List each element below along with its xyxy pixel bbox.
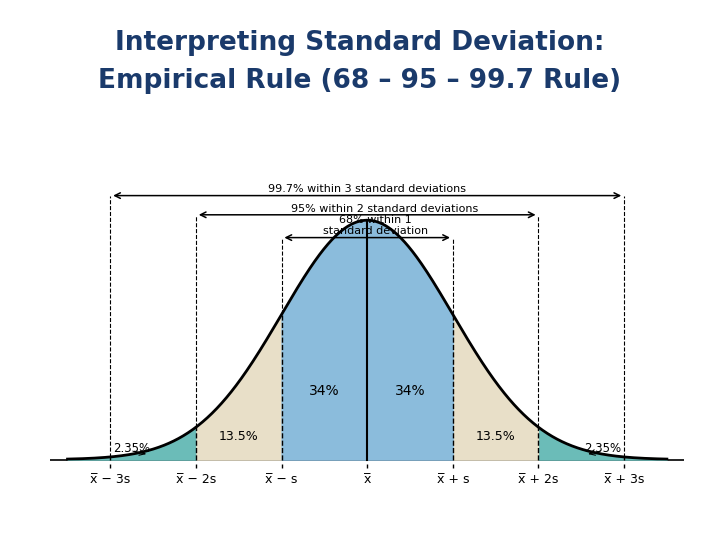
Text: 2.35%: 2.35%	[584, 442, 621, 455]
Text: Interpreting Standard Deviation:: Interpreting Standard Deviation:	[115, 30, 605, 56]
Text: Copyright © 2015, 2012, and 2009 Pearson Education, Inc.: Copyright © 2015, 2012, and 2009 Pearson…	[179, 517, 426, 526]
Text: 146: 146	[685, 516, 705, 526]
Text: 13.5%: 13.5%	[476, 430, 516, 443]
Text: 99.7% within 3 standard deviations: 99.7% within 3 standard deviations	[268, 184, 467, 194]
Text: PEARSON: PEARSON	[582, 512, 678, 530]
Text: Empirical Rule (68 – 95 – 99.7 Rule): Empirical Rule (68 – 95 – 99.7 Rule)	[99, 68, 621, 93]
Text: 13.5%: 13.5%	[219, 430, 258, 443]
Text: 2.35%: 2.35%	[113, 442, 150, 455]
Text: 34%: 34%	[395, 383, 426, 397]
Text: 95% within 2 standard deviations: 95% within 2 standard deviations	[291, 204, 478, 214]
Text: ALWAYS LEARNING: ALWAYS LEARNING	[14, 516, 117, 526]
Text: 34%: 34%	[309, 383, 340, 397]
Text: 68% within 1
standard deviation: 68% within 1 standard deviation	[323, 215, 428, 237]
